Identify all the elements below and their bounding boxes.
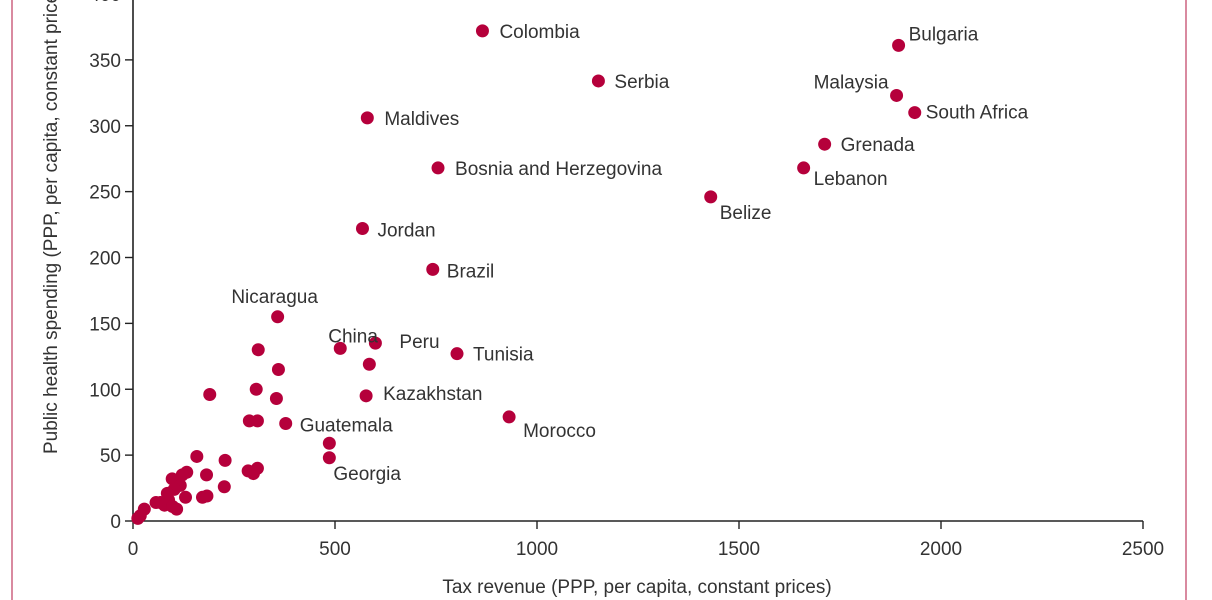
point-label: Colombia bbox=[499, 22, 580, 43]
data-point bbox=[279, 417, 293, 431]
point-label: Serbia bbox=[614, 72, 669, 93]
data-point bbox=[368, 336, 382, 350]
data-point bbox=[360, 111, 374, 125]
data-point bbox=[269, 391, 283, 405]
point-label: Bosnia and Herzegovina bbox=[455, 159, 662, 180]
data-point bbox=[271, 362, 285, 376]
point-label: Kazakhstan bbox=[383, 384, 482, 405]
y-tick-label: 400 bbox=[89, 0, 121, 6]
data-point bbox=[170, 502, 184, 516]
data-point bbox=[431, 161, 445, 175]
data-points bbox=[131, 24, 922, 525]
data-point bbox=[203, 388, 217, 402]
data-point bbox=[450, 347, 464, 361]
x-tick-label: 1500 bbox=[718, 539, 760, 560]
x-tick-label: 0 bbox=[128, 539, 139, 560]
y-tick-label: 150 bbox=[89, 314, 121, 335]
data-point bbox=[200, 489, 214, 503]
point-label: Peru bbox=[399, 332, 439, 353]
point-label: Lebanon bbox=[814, 169, 888, 190]
data-point bbox=[190, 449, 204, 463]
point-label: China bbox=[328, 326, 378, 347]
x-tick-label: 500 bbox=[319, 539, 351, 560]
point-label: Brazil bbox=[447, 261, 495, 282]
data-point bbox=[271, 310, 285, 324]
point-label: Maldives bbox=[384, 109, 459, 130]
data-point bbox=[797, 161, 811, 175]
point-label: South Africa bbox=[926, 103, 1029, 124]
data-point bbox=[908, 106, 922, 120]
point-labels: Colombia Bulgaria Serbia Malaysia South Afri… bbox=[231, 22, 1028, 485]
point-label: Morocco bbox=[523, 421, 596, 442]
data-point bbox=[502, 410, 516, 424]
x-tick-label: 2500 bbox=[1122, 539, 1164, 560]
y-tick-label: 350 bbox=[89, 51, 121, 72]
data-point bbox=[175, 468, 189, 482]
data-point bbox=[890, 88, 904, 102]
x-tick-label: 2000 bbox=[920, 539, 962, 560]
data-point bbox=[322, 436, 336, 450]
data-point bbox=[250, 414, 264, 428]
data-point bbox=[322, 451, 336, 465]
data-point bbox=[475, 24, 489, 38]
data-point bbox=[892, 38, 906, 52]
point-label: Malaysia bbox=[814, 72, 889, 93]
x-axis-title: Tax revenue (PPP, per capita, constant p… bbox=[442, 577, 831, 598]
data-point bbox=[362, 357, 376, 371]
x-tick-label: 1000 bbox=[516, 539, 558, 560]
point-label: Guatemala bbox=[300, 416, 393, 437]
y-axis-title: Public health spending (PPP, per capita,… bbox=[41, 0, 62, 454]
data-point bbox=[818, 137, 832, 151]
data-point bbox=[200, 468, 214, 482]
data-point bbox=[179, 490, 193, 504]
point-label: Nicaragua bbox=[231, 287, 318, 308]
data-point bbox=[217, 480, 231, 494]
y-tick-label: 300 bbox=[89, 117, 121, 138]
data-point bbox=[355, 222, 369, 236]
axes: 0 500 1000 1500 2000 2500 0 50 100 150 200 250 300 35… bbox=[89, 0, 1164, 560]
y-tick-label: 100 bbox=[89, 380, 121, 401]
data-point bbox=[250, 461, 264, 475]
data-point bbox=[359, 389, 373, 403]
data-point bbox=[218, 453, 232, 467]
y-tick-label: 0 bbox=[110, 512, 121, 533]
point-label: Grenada bbox=[841, 135, 915, 156]
data-point bbox=[426, 262, 440, 276]
data-point bbox=[333, 341, 347, 355]
point-label: Bulgaria bbox=[909, 24, 979, 45]
data-point bbox=[249, 382, 263, 396]
point-label: Jordan bbox=[377, 221, 435, 242]
point-label: Georgia bbox=[333, 464, 401, 485]
data-point bbox=[704, 190, 718, 204]
y-tick-label: 200 bbox=[89, 249, 121, 270]
point-label: Tunisia bbox=[473, 345, 534, 366]
data-point bbox=[251, 343, 265, 357]
data-point bbox=[131, 511, 145, 525]
y-tick-label: 250 bbox=[89, 183, 121, 204]
data-point bbox=[591, 74, 605, 88]
point-label: Belize bbox=[720, 203, 772, 224]
y-tick-label: 50 bbox=[100, 446, 121, 467]
